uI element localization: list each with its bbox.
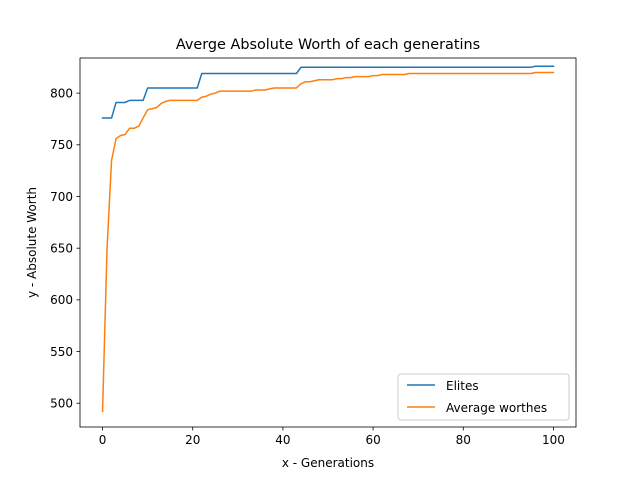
y-axis-ticks: 500 550 600 650 700 750 800 [50,86,80,411]
x-tick-label: 40 [275,433,290,447]
y-axis-label: y - Absolute Worth [25,187,39,298]
y-tick-label: 550 [50,345,73,359]
y-tick-label: 700 [50,190,73,204]
x-axis-ticks: 0 20 40 60 80 100 [99,427,565,447]
legend-box [397,373,570,421]
y-tick-label: 650 [50,241,73,255]
x-tick-label: 20 [185,433,200,447]
x-axis-label: x - Generations [282,456,374,470]
series-layer [101,65,555,413]
y-tick-label: 500 [50,397,73,411]
x-tick-label: 0 [99,433,107,447]
x-tick-label: 100 [542,433,565,447]
legend-label-average-worthes: Average worthes [446,401,547,415]
series-line-elites [101,65,555,119]
y-tick-label: 600 [50,293,73,307]
y-tick-label: 800 [50,86,73,100]
x-tick-label: 60 [365,433,380,447]
legend: Elites Average worthes [397,373,570,421]
plot-frame [79,57,577,428]
chart-title: Averge Absolute Worth of each generatins [176,37,480,53]
y-tick-label: 750 [50,138,73,152]
x-tick-label: 80 [456,433,471,447]
plot-area [80,58,576,427]
series-line-average-worthes [101,71,555,413]
legend-label-elites: Elites [446,379,479,393]
